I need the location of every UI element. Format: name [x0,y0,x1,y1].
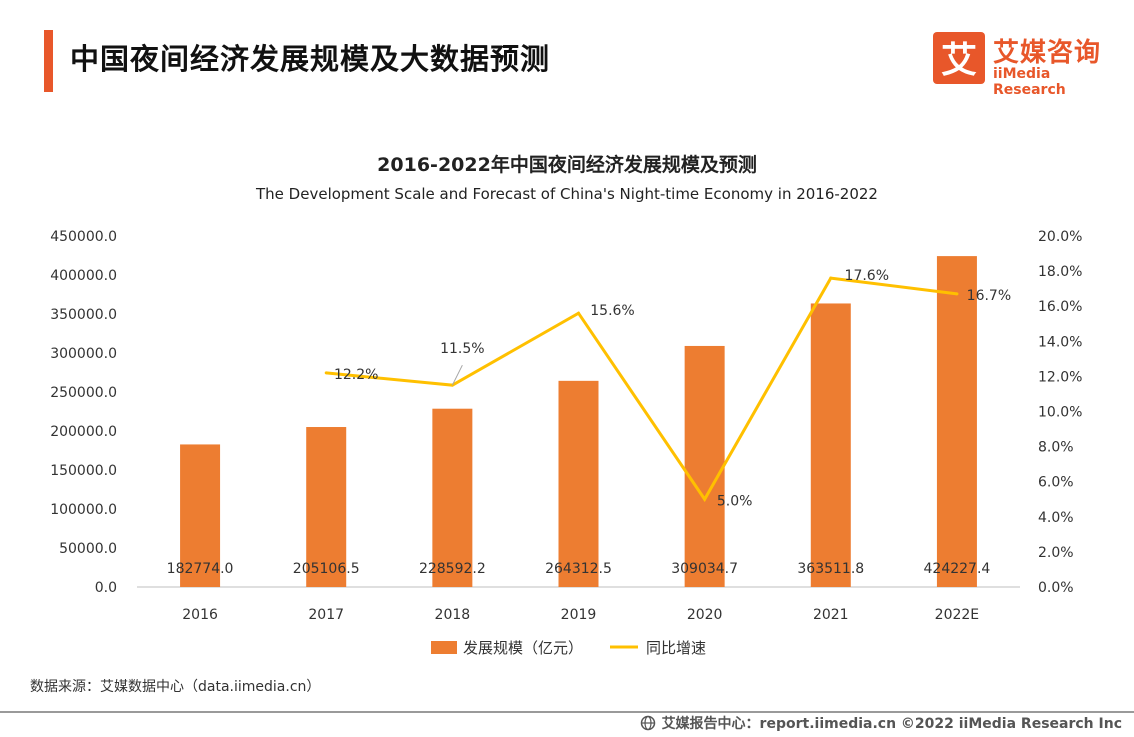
title-accent-bar [44,30,53,92]
y-left-tick-label: 50000.0 [59,541,117,557]
growth-rate-line [326,276,958,503]
y-left-tick-label: 450000.0 [50,229,117,245]
logo-mark-icon: 艾 [933,32,985,84]
bar [684,345,725,587]
chart-subtitle: The Development Scale and Forecast of Ch… [256,185,878,203]
x-tick-label: 2021 [813,607,849,623]
globe-icon [640,715,655,731]
page-title: 中国夜间经济发展规模及大数据预测 [70,42,551,76]
footer-divider [0,711,1134,713]
bar-value-label: 363511.8 [797,561,864,577]
x-tick-label: 2022E [935,607,979,623]
y-right-tick-label: 0.0% [1038,580,1074,596]
line-point [703,497,707,501]
y-right-tick-label: 18.0% [1038,264,1082,280]
line-value-label: 5.0% [717,493,753,509]
x-tick-label: 2016 [182,607,218,623]
y-right-tick-label: 20.0% [1038,229,1082,245]
logo-mark-text: 艾 [941,40,977,81]
footer: 艾媒报告中心：report.iimedia.cn ©2022 iiMedia R… [640,713,1122,733]
y-right-tick-label: 6.0% [1038,475,1074,491]
y-left-tick-label: 400000.0 [50,268,117,284]
label-leader-line [451,364,463,386]
y-right-tick-label: 12.0% [1038,369,1082,385]
y-right-tick-label: 14.0% [1038,334,1082,350]
y-right-tick-label: 2.0% [1038,545,1074,561]
x-tick-label: 2017 [308,607,344,623]
line-value-label: 12.2% [334,367,378,383]
bar [432,408,473,587]
bar-value-label: 182774.0 [167,561,234,577]
y-left-tick-label: 100000.0 [50,502,117,518]
x-tick-label: 2020 [687,607,723,623]
legend-line-label: 同比增速 [646,639,706,657]
y-left-tick-label: 150000.0 [50,463,117,479]
bar-value-label: 264312.5 [545,561,612,577]
y-right-tick-label: 8.0% [1038,440,1074,456]
bar [306,427,347,587]
line-value-label: 11.5% [440,341,484,357]
bar-value-label: 228592.2 [419,561,486,577]
y-left-tick-label: 350000.0 [50,307,117,323]
logo-name-en: iiMedia Research [993,66,1066,98]
data-source: 数据来源：艾媒数据中心（data.iimedia.cn） [30,679,321,695]
line-point [577,311,580,315]
y-right-tick-label: 16.0% [1038,299,1082,315]
footer-text: 艾媒报告中心：report.iimedia.cn ©2022 iiMedia R… [661,716,1122,732]
iimedia-logo: 艾 艾媒咨询 iiMedia Research [933,30,1123,98]
line-value-label: 16.7% [967,288,1011,304]
y-left-tick-label: 0.0 [95,580,117,596]
bar [558,380,599,587]
combo-chart: 0.0 50000.0 100000.0 150000.0 200000.0 250000… [50,229,1082,657]
legend-bar-swatch [431,641,457,654]
y-right-tick-label: 10.0% [1038,405,1082,421]
legend-bar-label: 发展规模（亿元） [463,639,583,657]
x-tick-label: 2018 [435,607,471,623]
line-point [829,276,833,280]
line-point [324,371,328,375]
bar [180,444,221,587]
line-value-label: 17.6% [845,268,889,284]
y-right-tick-label: 4.0% [1038,510,1074,526]
x-tick-label: 2019 [561,607,597,623]
bar-value-label: 309034.7 [671,561,738,577]
y-left-tick-label: 200000.0 [50,424,117,440]
line-value-label: 15.6% [590,303,634,319]
line-point [955,292,959,296]
logo-name-cn: 艾媒咨询 [993,38,1102,68]
y-left-tick-label: 300000.0 [50,346,117,362]
bar-value-label: 424227.4 [924,561,991,577]
chart-title: 2016-2022年中国夜间经济发展规模及预测 [377,154,757,176]
bar [936,256,977,587]
bar [810,303,851,587]
bar-value-label: 205106.5 [293,561,360,577]
y-left-tick-label: 250000.0 [50,385,117,401]
